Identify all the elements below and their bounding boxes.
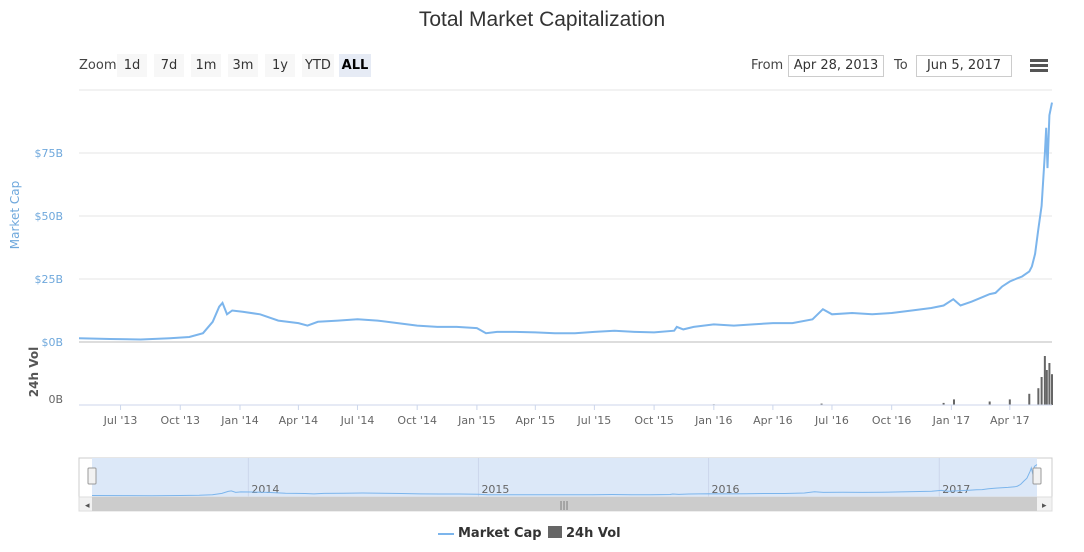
x-tick-label: Oct '15	[634, 414, 674, 427]
x-tick-label: Jan '14	[220, 414, 258, 427]
from-label: From	[751, 58, 784, 73]
market-cap-line	[78, 102, 1053, 341]
x-tick-label: Oct '13	[160, 414, 200, 427]
volume-axis-title: 24h Vol	[27, 347, 41, 397]
scrollbar-thumb[interactable]	[92, 497, 1037, 511]
zoom-label: Zoom	[79, 58, 117, 73]
volume-bar	[1043, 356, 1046, 405]
x-tick-label: Jan '15	[457, 414, 495, 427]
zoom-ytd-button[interactable]: YTD	[302, 54, 334, 77]
x-tick-label: Jul '16	[814, 414, 849, 427]
y-tick-label: $50B	[34, 210, 63, 223]
zoom-1d-button[interactable]: 1d	[117, 54, 147, 77]
scroll-left-icon[interactable]: ◂	[85, 501, 90, 511]
volume-bar	[1037, 388, 1040, 405]
navigator-tick-label: 2016	[712, 483, 740, 496]
navigator-tick-label: 2014	[251, 483, 279, 496]
y-axis-ticks: $0B $25B $50B $75B	[34, 147, 63, 349]
y-tick-label: $0B	[41, 336, 63, 349]
volume-bar	[1048, 363, 1051, 405]
to-date-input[interactable]: Jun 5, 2017	[916, 55, 1012, 77]
grid-lines	[79, 89, 1052, 343]
navigator-ticks: 2014 2015 2016 2017	[247, 458, 970, 497]
volume-bar	[1040, 377, 1043, 405]
x-tick-label: Jul '15	[576, 414, 611, 427]
zoom-3m-button[interactable]: 3m	[228, 54, 258, 77]
volume-axis-tick: 0B	[48, 393, 63, 406]
menu-icon[interactable]	[1030, 59, 1048, 73]
x-tick-label: Apr '16	[753, 414, 793, 427]
y-axis-title: Market Cap	[8, 181, 22, 249]
zoom-1y-button[interactable]: 1y	[265, 54, 295, 77]
x-tick-label: Apr '14	[279, 414, 319, 427]
navigator-tick-label: 2015	[481, 483, 509, 496]
zoom-1m-button[interactable]: 1m	[191, 54, 221, 77]
scrollbar-grip-icon[interactable]: |||	[559, 501, 568, 511]
x-tick-label: Apr '15	[516, 414, 556, 427]
x-axis-ticks: Jul '13 Oct '13 Jan '14 Apr '14 Jul '14 Oct '…	[103, 405, 1030, 427]
x-tick-label: Jul '14	[340, 414, 375, 427]
y-tick-label: $75B	[34, 147, 63, 160]
volume-bar	[988, 401, 991, 405]
volume-bar	[952, 399, 955, 405]
chart-title: Total Market Capitalization	[418, 8, 666, 31]
x-tick-label: Oct '14	[397, 414, 437, 427]
navigator-left-handle[interactable]	[87, 467, 97, 485]
y-tick-label: $25B	[34, 273, 63, 286]
volume-bar	[820, 403, 823, 405]
navigator-selection[interactable]	[92, 458, 1037, 497]
navigator-tick-label: 2017	[942, 483, 970, 496]
scroll-right-icon[interactable]: ▸	[1042, 501, 1047, 511]
volume-bar	[1028, 393, 1031, 405]
legend-market-cap[interactable]: Market Cap	[438, 526, 542, 541]
x-tick-label: Apr '17	[990, 414, 1030, 427]
from-date-input[interactable]: Apr 28, 2013	[788, 55, 884, 77]
volume-bar	[1051, 374, 1053, 405]
volume-series	[712, 356, 1053, 405]
legend-line-icon	[438, 532, 454, 535]
volume-bar	[942, 402, 945, 405]
navigator-right-handle[interactable]	[1032, 467, 1042, 485]
zoom-7d-button[interactable]: 7d	[154, 54, 184, 77]
x-tick-label: Jan '16	[694, 414, 732, 427]
x-tick-label: Oct '16	[872, 414, 912, 427]
volume-bar	[1008, 399, 1011, 405]
navigator-line	[91, 464, 1038, 497]
legend-volume[interactable]: 24h Vol	[548, 526, 621, 541]
to-label: To	[894, 58, 908, 73]
legend-bar-icon	[548, 526, 562, 538]
volume-bar	[1045, 370, 1048, 405]
x-tick-label: Jul '13	[103, 414, 138, 427]
zoom-all-button[interactable]: ALL	[339, 54, 371, 77]
x-tick-label: Jan '17	[932, 414, 970, 427]
